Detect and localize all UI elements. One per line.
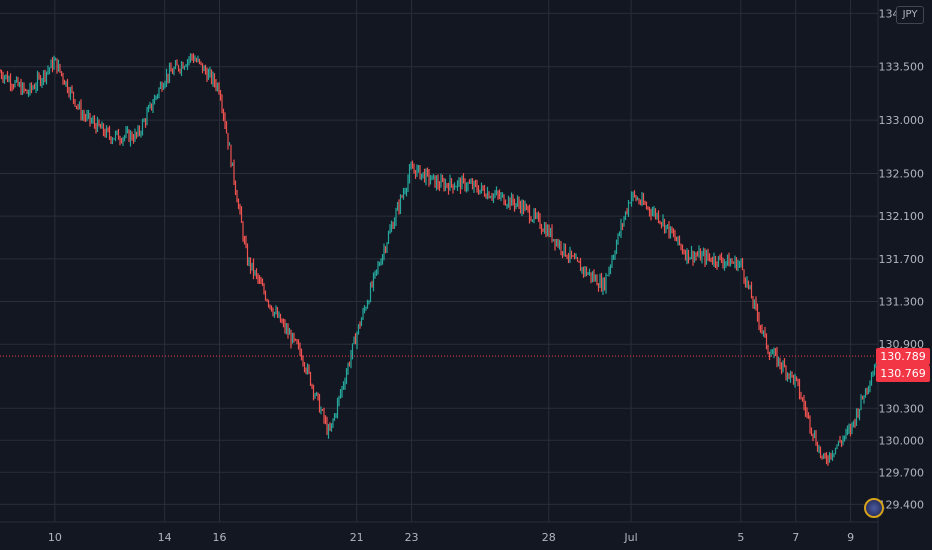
last-price-tag: 130.789: [876, 348, 930, 366]
y-tick-label: 130.000: [879, 434, 925, 447]
y-tick-label: 129.400: [879, 498, 925, 511]
x-tick-label: 21: [350, 531, 364, 544]
x-tick-label: 28: [542, 531, 556, 544]
y-tick-label: 132.100: [879, 210, 925, 223]
y-tick-label: 130.900: [879, 338, 925, 351]
y-tick-label: 130.300: [879, 402, 925, 415]
x-tick-label: 16: [213, 531, 227, 544]
y-tick-label: 131.700: [879, 253, 925, 266]
y-tick-label: 131.300: [879, 296, 925, 309]
candles: [0, 53, 877, 466]
y-tick-label: 133.500: [879, 61, 925, 74]
x-tick-label: 14: [158, 531, 172, 544]
y-tick-label: 132.500: [879, 167, 925, 180]
x-tick-label: Jul: [623, 531, 637, 544]
x-tick-labels: 10 14 16 21 23 28 Jul 5 7 9: [48, 531, 854, 544]
prev-price-tag: 130.769: [876, 365, 930, 383]
currency-badge[interactable]: JPY: [896, 6, 924, 24]
x-tick-label: 5: [737, 531, 744, 544]
x-tick-label: 23: [405, 531, 419, 544]
y-tick-labels: 134.000133.500133.000132.500132.100131.7…: [879, 7, 925, 511]
x-tick-label: 7: [792, 531, 799, 544]
y-tick-label: 133.000: [879, 114, 925, 127]
x-tick-label: 9: [847, 531, 854, 544]
gridlines: [0, 0, 878, 522]
y-tick-label: 129.700: [879, 466, 925, 479]
x-tick-label: 10: [48, 531, 62, 544]
globe-logo-icon[interactable]: [864, 498, 884, 518]
